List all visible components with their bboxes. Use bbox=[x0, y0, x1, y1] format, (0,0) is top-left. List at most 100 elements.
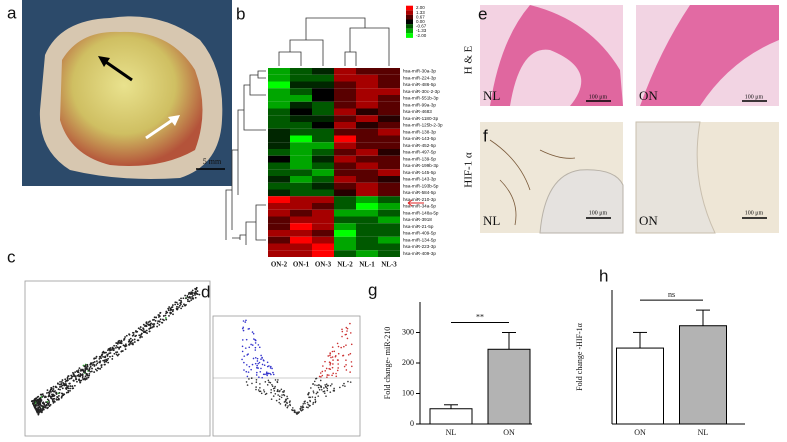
decor-point bbox=[337, 352, 340, 355]
heatmap-cell bbox=[378, 108, 400, 116]
scale-bar-label: 100 μm bbox=[589, 94, 608, 100]
heatmap-cell bbox=[290, 155, 312, 163]
heatmap-cell bbox=[378, 189, 400, 197]
decor-point bbox=[322, 365, 324, 367]
decor-point bbox=[345, 326, 348, 329]
decor-point bbox=[34, 406, 37, 409]
decor-point bbox=[302, 403, 305, 405]
color-key-label: -1.33 bbox=[416, 28, 427, 33]
heatmap-cell bbox=[290, 95, 312, 102]
decor-point bbox=[82, 378, 85, 381]
heatmap-cell bbox=[356, 142, 378, 149]
color-key bbox=[406, 5, 413, 11]
decor-point bbox=[109, 355, 111, 358]
decor-point bbox=[351, 365, 353, 368]
decor-point bbox=[165, 310, 168, 313]
heatmap-cell bbox=[290, 216, 312, 224]
decor-point bbox=[272, 371, 274, 374]
decor-point bbox=[274, 385, 276, 388]
decor-point bbox=[260, 354, 262, 357]
decor-point bbox=[128, 333, 131, 336]
x-tick-label: NL bbox=[446, 428, 457, 437]
decor-point bbox=[40, 393, 42, 396]
heatmap-cell bbox=[378, 169, 400, 176]
decor-point bbox=[149, 325, 152, 327]
decor-point bbox=[317, 395, 320, 397]
decor-point bbox=[254, 349, 257, 351]
row-label: hsa-miR-143-3p bbox=[403, 177, 436, 182]
decor-point bbox=[315, 392, 318, 395]
decor-point bbox=[40, 400, 42, 403]
heatmap-cell bbox=[312, 176, 334, 183]
decor-point bbox=[72, 371, 74, 374]
decor-point bbox=[36, 396, 39, 399]
decor-point bbox=[73, 384, 76, 387]
heatmap-cell bbox=[312, 95, 334, 102]
decor-point bbox=[46, 407, 49, 410]
decor-point bbox=[61, 387, 64, 390]
heatmap-cell bbox=[334, 81, 356, 89]
x-tick-label: NL bbox=[698, 428, 709, 437]
decor-point bbox=[99, 367, 102, 370]
decor-point bbox=[187, 293, 190, 295]
decor-point bbox=[258, 346, 261, 349]
decor-point bbox=[180, 297, 182, 300]
decor-point bbox=[324, 360, 326, 363]
decor-point bbox=[144, 331, 147, 334]
decor-point bbox=[89, 370, 92, 373]
decor-point bbox=[46, 400, 49, 403]
decor-point bbox=[41, 409, 44, 412]
heatmap-cell bbox=[356, 81, 378, 89]
heatmap-cell bbox=[268, 169, 290, 176]
decor-point bbox=[305, 406, 308, 408]
decor-point bbox=[282, 391, 285, 393]
row-label: hsa-miR-30a-3p bbox=[403, 69, 436, 74]
decor-point bbox=[303, 401, 306, 403]
decor-point bbox=[266, 361, 269, 364]
row-label: hsa-miR-210-3p bbox=[403, 197, 436, 202]
decor-point bbox=[306, 401, 309, 404]
decor-point bbox=[102, 359, 105, 362]
decor-point bbox=[46, 392, 48, 394]
decor-point bbox=[180, 307, 183, 310]
decor-point bbox=[180, 299, 182, 302]
heatmap-cell bbox=[268, 95, 290, 102]
decor-point bbox=[45, 404, 48, 407]
y-tick-label: 200 bbox=[402, 358, 414, 367]
decor-point bbox=[58, 394, 60, 397]
decor-point bbox=[254, 339, 257, 341]
heatmap-cell bbox=[290, 74, 312, 82]
decor-point bbox=[347, 380, 349, 383]
decor-point bbox=[146, 332, 148, 335]
heatmap-cell bbox=[334, 88, 356, 95]
decor-point bbox=[325, 383, 328, 385]
decor-point bbox=[90, 370, 93, 373]
decor-point bbox=[254, 342, 257, 344]
decor-point bbox=[162, 315, 165, 317]
decor-point bbox=[328, 374, 330, 376]
decor-point bbox=[123, 337, 126, 340]
decor-point bbox=[322, 390, 325, 393]
decor-point bbox=[67, 375, 69, 378]
decor-point bbox=[320, 376, 322, 378]
row-label: hsa-miR-99a-3p bbox=[403, 102, 436, 107]
heatmap-cell bbox=[334, 236, 356, 244]
heatmap-cell bbox=[378, 122, 400, 129]
decor-point bbox=[158, 320, 161, 323]
decor-point bbox=[55, 398, 58, 401]
heatmap-cell bbox=[312, 189, 334, 197]
decor-point bbox=[259, 370, 262, 373]
decor-point bbox=[138, 334, 141, 337]
decor-point bbox=[105, 351, 107, 354]
decor-point bbox=[51, 393, 53, 396]
heatmap-cell bbox=[334, 196, 356, 203]
decor-point bbox=[331, 356, 334, 358]
scale-bar-label: 5 mm bbox=[203, 157, 222, 166]
decor-point bbox=[96, 369, 98, 372]
decor-point bbox=[115, 344, 118, 347]
decor-point bbox=[48, 401, 51, 403]
decor-point bbox=[149, 327, 152, 330]
decor-point bbox=[158, 315, 161, 318]
heatmap-cell bbox=[312, 135, 334, 143]
